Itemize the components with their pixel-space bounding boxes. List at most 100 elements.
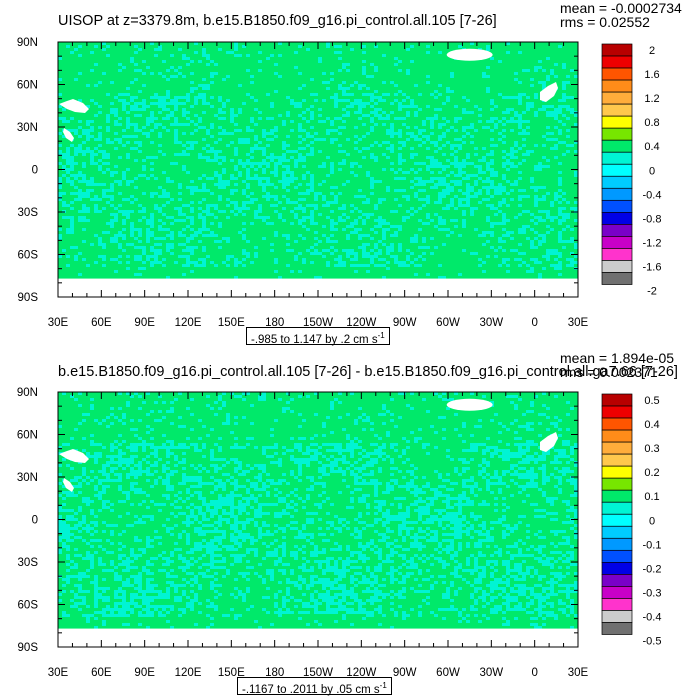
x-tick-label: 120W xyxy=(346,667,376,679)
bottom-panel: 30E 60E 90E 120E 150E 180 150W 120W 90W 60W 30W 0 30… xyxy=(0,350,700,700)
colorbar-box xyxy=(601,453,633,467)
colorbar-box xyxy=(601,465,633,479)
x-tick-label: 30E xyxy=(48,317,69,329)
bottom-plot-title: b.e15.B1850.f09_g16.pi_control.all.105 [… xyxy=(58,364,678,380)
x-tick-label: 60E xyxy=(91,667,112,679)
west-land-patch xyxy=(59,99,89,113)
west-land-patch xyxy=(59,449,89,463)
colorbar-label: -0.2 xyxy=(643,563,662,575)
bottom-contour-range-exponent: -1 xyxy=(379,681,387,690)
colorbar-box xyxy=(601,212,633,225)
colorbar-label: 0 xyxy=(649,515,655,527)
colorbar-box xyxy=(601,622,633,635)
colorbar-box xyxy=(601,441,633,455)
y-tick-label: 90S xyxy=(18,642,39,654)
colorbar-label: 2 xyxy=(649,45,655,57)
y-tick-label: 60S xyxy=(18,250,39,262)
colorbar-box xyxy=(601,79,633,93)
colorbar-box xyxy=(601,224,633,237)
x-tick-label: 120E xyxy=(175,317,202,329)
top-map-plot: 30E 60E 90E 120E 150E 180 150W 120W 90W 60W 30W 0 30… xyxy=(17,37,662,329)
field-anomaly-cells xyxy=(58,42,578,297)
colorbar-label: 0.4 xyxy=(644,141,659,153)
x-tick-label: 120W xyxy=(346,317,376,329)
y-tick-label: 90N xyxy=(17,37,38,49)
bottom-contour-range-text: -.1167 to .2011 by .05 cm s xyxy=(242,683,380,696)
colorbar-label: -0.5 xyxy=(643,636,662,648)
west-island-patch xyxy=(63,478,74,492)
colorbar-box xyxy=(601,537,633,551)
y-tick-label: 90S xyxy=(18,292,39,304)
x-tick-label: 120E xyxy=(175,667,202,679)
colorbar-box xyxy=(601,163,633,177)
y-tick-label: 60S xyxy=(18,600,39,612)
y-tick-label: 0 xyxy=(32,515,38,527)
top-panel: 30E 60E 90E 120E 150E 180 150W 120W 90W 60W 30W 0 30… xyxy=(17,0,682,346)
x-tick-label: 150W xyxy=(303,317,333,329)
colorbar-box xyxy=(601,236,633,249)
colorbar-box xyxy=(601,199,633,213)
colorbar-box xyxy=(601,429,633,443)
colorbar-box xyxy=(601,562,633,575)
colorbar-label: 0.5 xyxy=(644,395,659,407)
top-contour-range-text: -.985 to 1.147 by .2 cm s xyxy=(251,333,378,346)
bottom-map-plot: 30E 60E 90E 120E 150E 180 150W 120W 90W 60W 30W 0 30… xyxy=(17,387,662,679)
colorbar-box xyxy=(601,115,633,129)
colorbar-label: 0.2 xyxy=(644,467,659,479)
x-tick-label: 60W xyxy=(436,317,460,329)
colorbar-box xyxy=(601,248,633,261)
x-tick-label: 0 xyxy=(531,317,537,329)
colorbar-box xyxy=(601,549,633,563)
colorbar-box xyxy=(601,501,633,515)
bottom-mean-value: mean = 1.894e-05 xyxy=(560,350,675,366)
greenland-ice-mask xyxy=(446,48,493,61)
colorbar-box xyxy=(601,127,633,141)
colorbar-box xyxy=(601,43,633,57)
top-mean-value: mean = -0.0002734 xyxy=(560,0,682,16)
x-tick-label: 180 xyxy=(265,667,284,679)
west-island-patch xyxy=(63,128,74,142)
east-land-patch xyxy=(540,82,558,102)
colorbar-label: -0.1 xyxy=(643,539,662,551)
colorbar-label: 1.2 xyxy=(644,93,659,105)
colorbar-box xyxy=(601,151,633,165)
colorbar-label: 0.3 xyxy=(644,443,659,455)
x-tick-label: 150W xyxy=(303,667,333,679)
x-tick-label: 30W xyxy=(480,667,504,679)
field-anomaly-cells xyxy=(58,392,578,647)
colorbar-label: 0.1 xyxy=(644,491,659,503)
x-tick-label: 90W xyxy=(393,667,417,679)
colorbar-box xyxy=(601,477,633,491)
y-tick-label: 0 xyxy=(32,165,38,177)
colorbar-box xyxy=(601,574,633,587)
colorbar-label: -1.6 xyxy=(643,261,662,273)
top-contour-range-box: -.985 to 1.147 by .2 cm s-1 xyxy=(246,327,390,346)
colorbar-box xyxy=(601,610,633,623)
colorbar-label: -0.3 xyxy=(643,587,662,599)
bottom-rms-value: rms = 0.002371 xyxy=(560,364,658,380)
colorbar-box xyxy=(601,489,633,503)
colorbar-box xyxy=(601,139,633,153)
colorbar-box xyxy=(601,598,633,611)
colorbar-label: 0.8 xyxy=(644,117,659,129)
y-tick-label: 90N xyxy=(17,387,38,399)
colorbar-box xyxy=(601,405,633,419)
y-tick-label: 30N xyxy=(17,472,38,484)
y-tick-label: 60N xyxy=(17,80,38,92)
y-tick-label: 60N xyxy=(17,430,38,442)
greenland-ice-mask xyxy=(446,398,493,411)
x-tick-label: 30E xyxy=(568,667,589,679)
x-tick-label: 90W xyxy=(393,317,417,329)
colorbar-box xyxy=(601,260,633,273)
colorbar-label: -0.4 xyxy=(643,611,662,623)
y-tick-label: 30N xyxy=(17,122,38,134)
top-plot-title: UISOP at z=3379.8m, b.e15.B1850.f09_g16.… xyxy=(58,13,497,29)
colorbar-box xyxy=(601,525,633,539)
colorbar-label: -0.8 xyxy=(643,213,662,225)
x-tick-label: 60W xyxy=(436,667,460,679)
colorbar-box xyxy=(601,586,633,599)
y-tick-label: 30S xyxy=(18,557,39,569)
x-tick-label: 90E xyxy=(134,317,155,329)
top-rms-value: rms = 0.02552 xyxy=(560,14,650,30)
colorbar-box xyxy=(601,513,633,527)
